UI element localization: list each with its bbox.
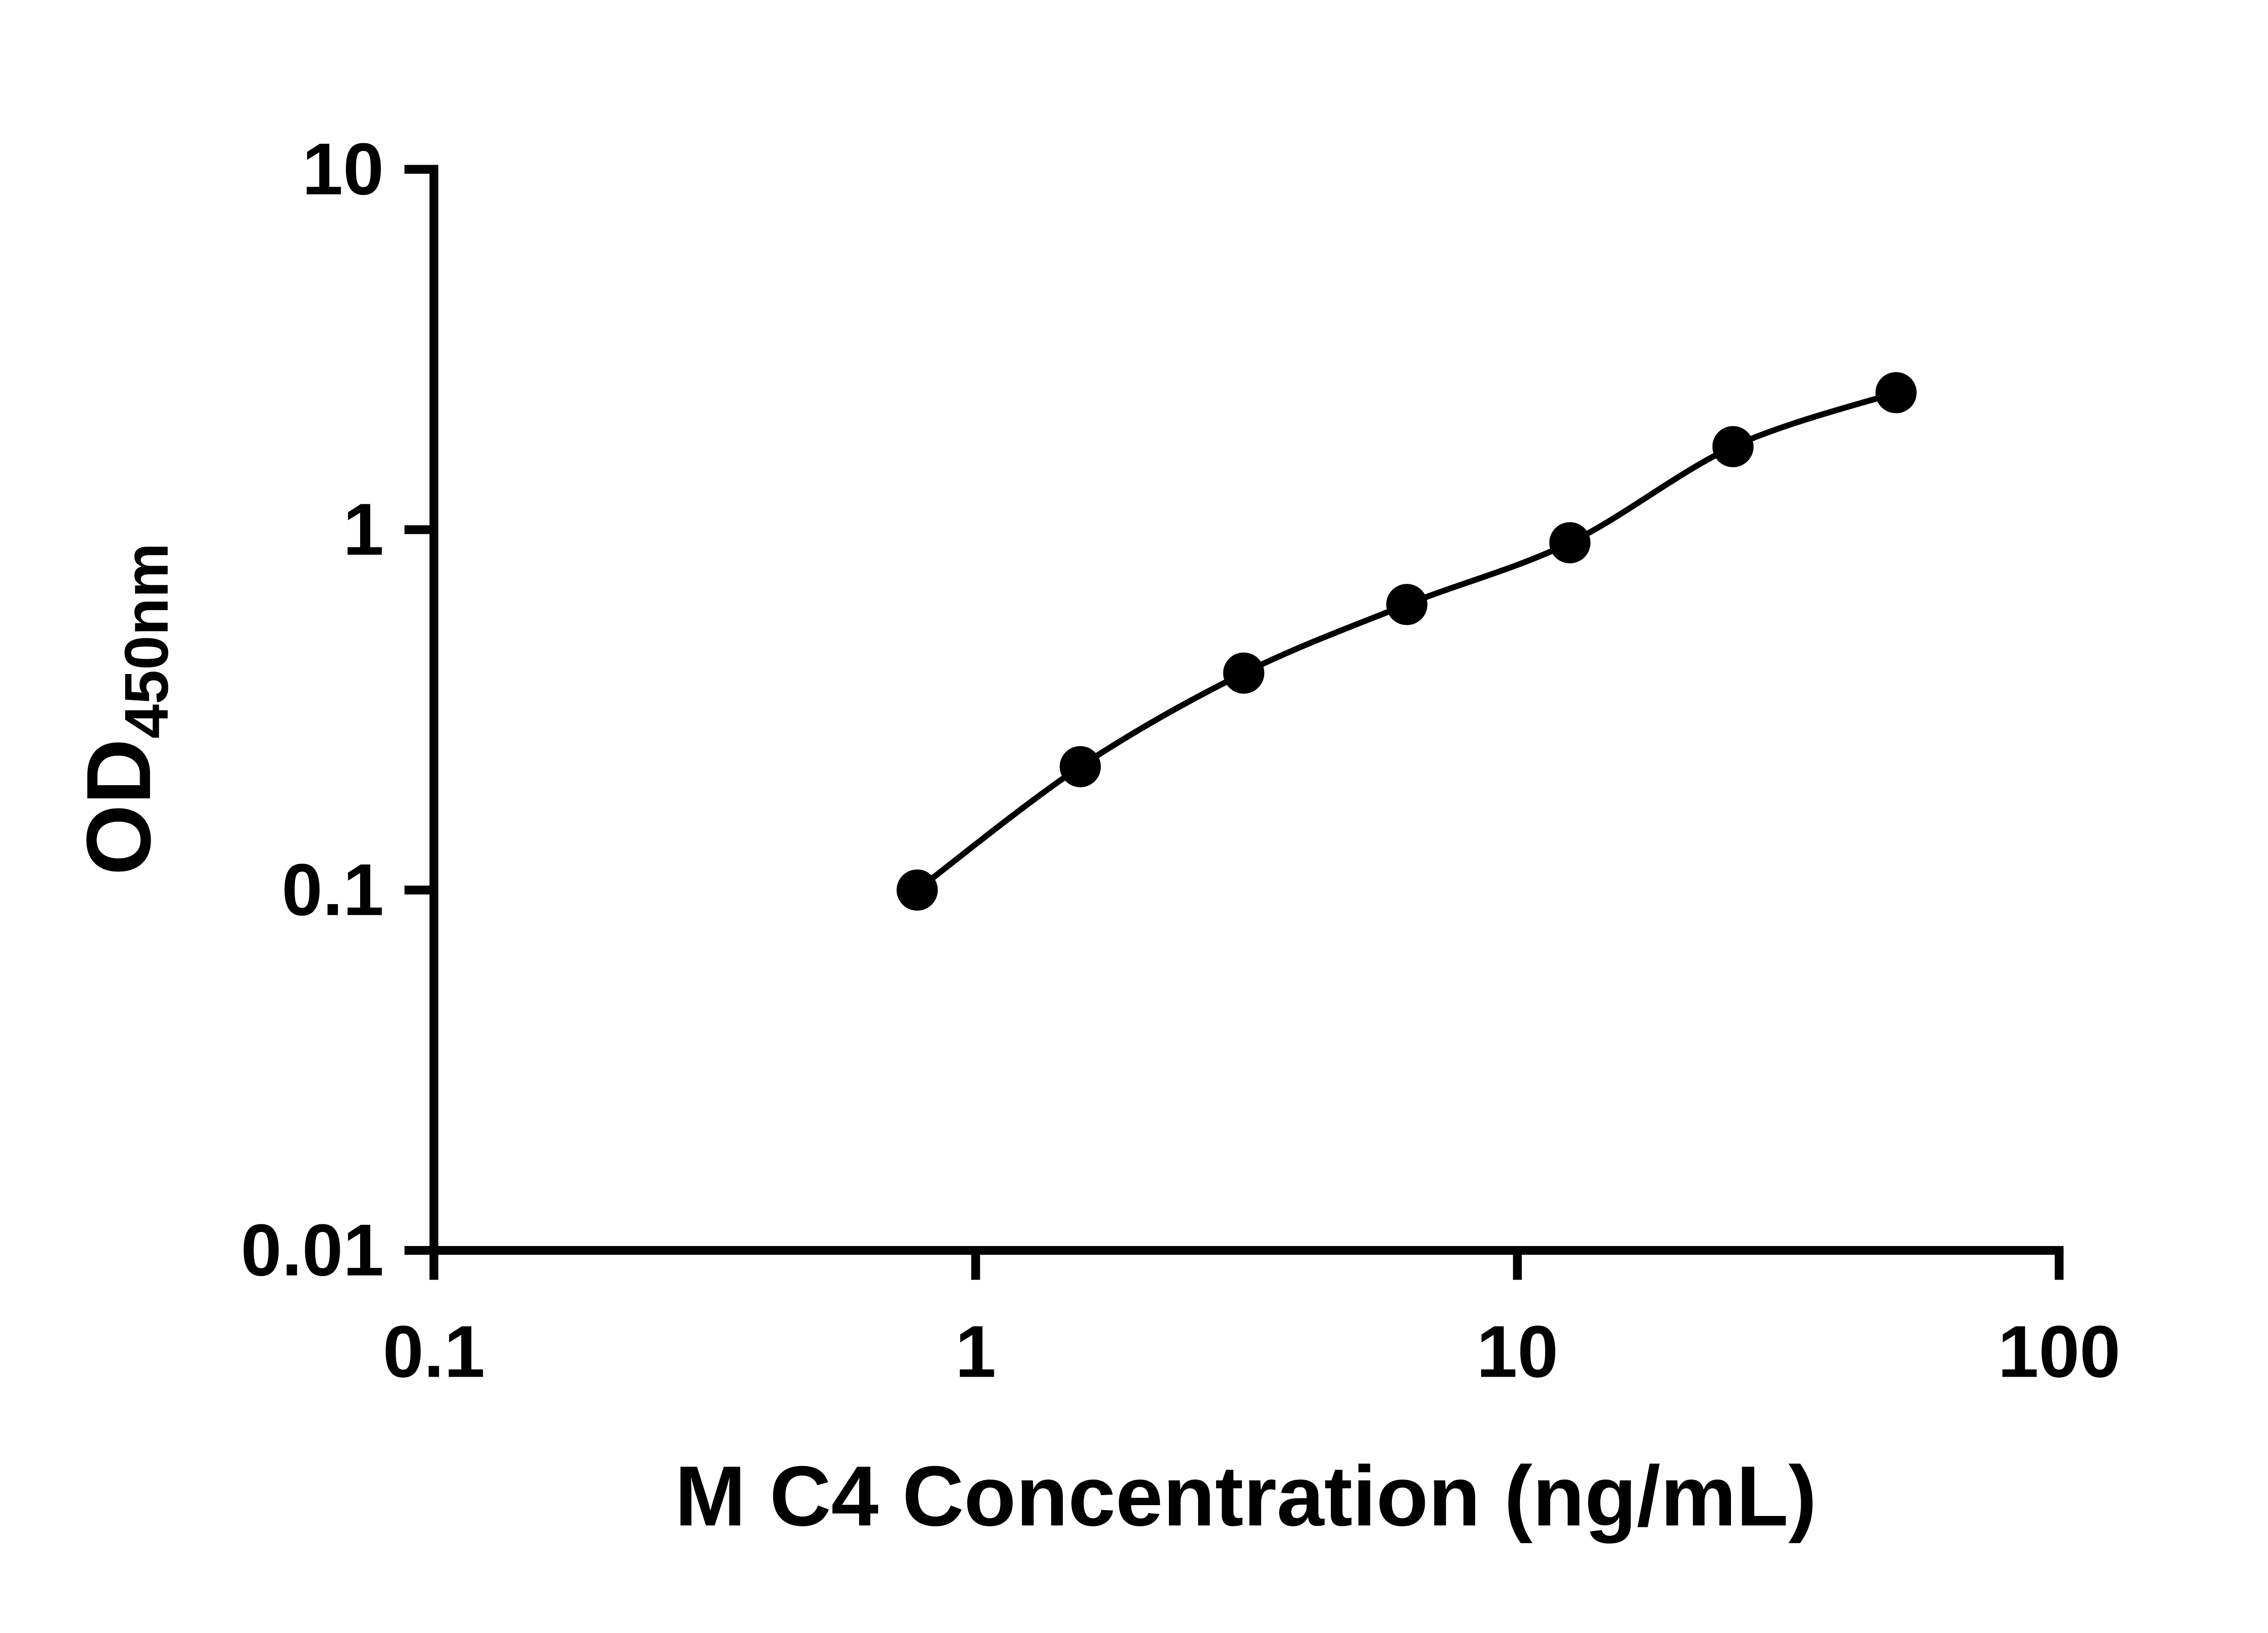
y-tick-label: 0.1 [282,849,384,931]
y-axis-title-main: OD [68,738,170,875]
plot-area: 0.1 1 10 100 0.01 0.1 1 10 [241,128,2121,1393]
x-tick-label: 1 [955,1310,996,1393]
x-tick-label: 100 [1998,1310,2120,1393]
axes [429,165,2064,1255]
fit-curve [915,390,1897,893]
data-point [896,869,938,911]
x-axis-title: M C4 Concentration (ng/mL) [675,1448,1817,1544]
y-axis-title-sub: 450nm [112,543,181,738]
y-axis-title: OD450nm [68,543,181,875]
y-tick-label: 0.01 [241,1209,384,1291]
x-tick-label: 10 [1476,1310,1558,1393]
data-point [1712,426,1754,468]
data-point [1875,372,1917,414]
data-point [1386,584,1427,626]
y-tick-label: 1 [343,489,384,571]
data-point [1223,652,1265,694]
data-point [1060,746,1101,787]
y-tick-label: 10 [302,128,384,210]
data-point [1549,522,1591,563]
x-tick-label: 0.1 [383,1310,485,1393]
